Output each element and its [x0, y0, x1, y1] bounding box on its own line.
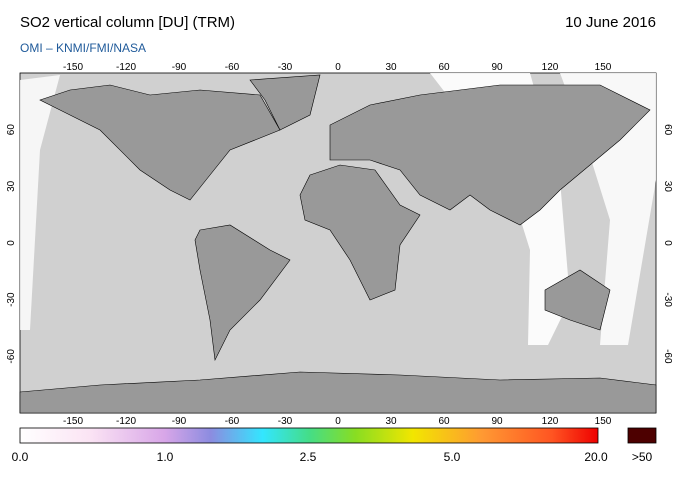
- lat-label-left: 0: [6, 240, 17, 246]
- lon-label-bottom: 90: [491, 416, 503, 427]
- colorbar-label: 5.0: [444, 450, 461, 464]
- greenland: [249, 74, 321, 131]
- colorbar-label: 0.0: [12, 450, 29, 464]
- orbit-swath: [20, 75, 60, 330]
- lon-label-bottom: 150: [595, 416, 612, 427]
- lon-label-top: -150: [63, 62, 83, 73]
- lon-label-bottom: -60: [225, 416, 240, 427]
- lat-label-right: 30: [662, 181, 673, 193]
- lat-label-right: 60: [662, 124, 673, 136]
- lon-label-top: 60: [438, 62, 450, 73]
- title: SO2 vertical column [DU] (TRM): [20, 14, 235, 31]
- lat-label-left: -30: [6, 292, 17, 307]
- lon-label-top: -60: [225, 62, 240, 73]
- lon-label-bottom: 30: [385, 416, 397, 427]
- colorbar-label: 20.0: [584, 450, 608, 464]
- antarctica: [19, 371, 657, 414]
- lon-label-top: -90: [172, 62, 187, 73]
- lon-label-top: 150: [595, 62, 612, 73]
- lon-label-bottom: 120: [542, 416, 559, 427]
- north-america: [39, 84, 281, 201]
- colorbar-label: 2.5: [300, 450, 317, 464]
- lon-label-top: -120: [116, 62, 136, 73]
- lon-label-bottom: -150: [63, 416, 83, 427]
- colorbar-label: 1.0: [157, 450, 174, 464]
- lon-label-top: 90: [491, 62, 503, 73]
- colorbar: [19, 427, 599, 444]
- lon-label-top: -30: [278, 62, 293, 73]
- lon-label-bottom: -30: [278, 416, 293, 427]
- subtitle: OMI – KNMI/FMI/NASA: [20, 41, 146, 55]
- lat-label-right: 0: [662, 240, 673, 246]
- lon-label-top: 120: [542, 62, 559, 73]
- south-america: [194, 224, 291, 362]
- lon-label-bottom: 0: [335, 416, 341, 427]
- map-ticks: -150 -150 -120 -120 -90 -90 -60 -60 -30 -30 0 0 30 30…: [6, 62, 673, 427]
- lat-label-left: -60: [6, 349, 17, 364]
- colorbar-labels: 0.0 1.0 2.5 5.0 20.0 >50: [12, 450, 653, 464]
- lat-label-left: 60: [6, 124, 17, 136]
- lon-label-top: 0: [335, 62, 341, 73]
- africa: [299, 164, 421, 301]
- lon-label-bottom: -90: [172, 416, 187, 427]
- lon-label-bottom: 60: [438, 416, 450, 427]
- lat-label-right: -60: [662, 349, 673, 364]
- lon-label-bottom: -120: [116, 416, 136, 427]
- colorbar-overflow-label: >50: [632, 450, 653, 464]
- colorbar-overflow: [627, 427, 657, 444]
- eurasia: [329, 84, 651, 226]
- date: 10 June 2016: [565, 14, 656, 31]
- map: [19, 72, 657, 414]
- lon-label-top: 30: [385, 62, 397, 73]
- lat-label-left: 30: [6, 180, 17, 192]
- lat-label-right: -30: [662, 292, 673, 307]
- australia: [544, 269, 611, 331]
- orbit-swath: [560, 73, 656, 345]
